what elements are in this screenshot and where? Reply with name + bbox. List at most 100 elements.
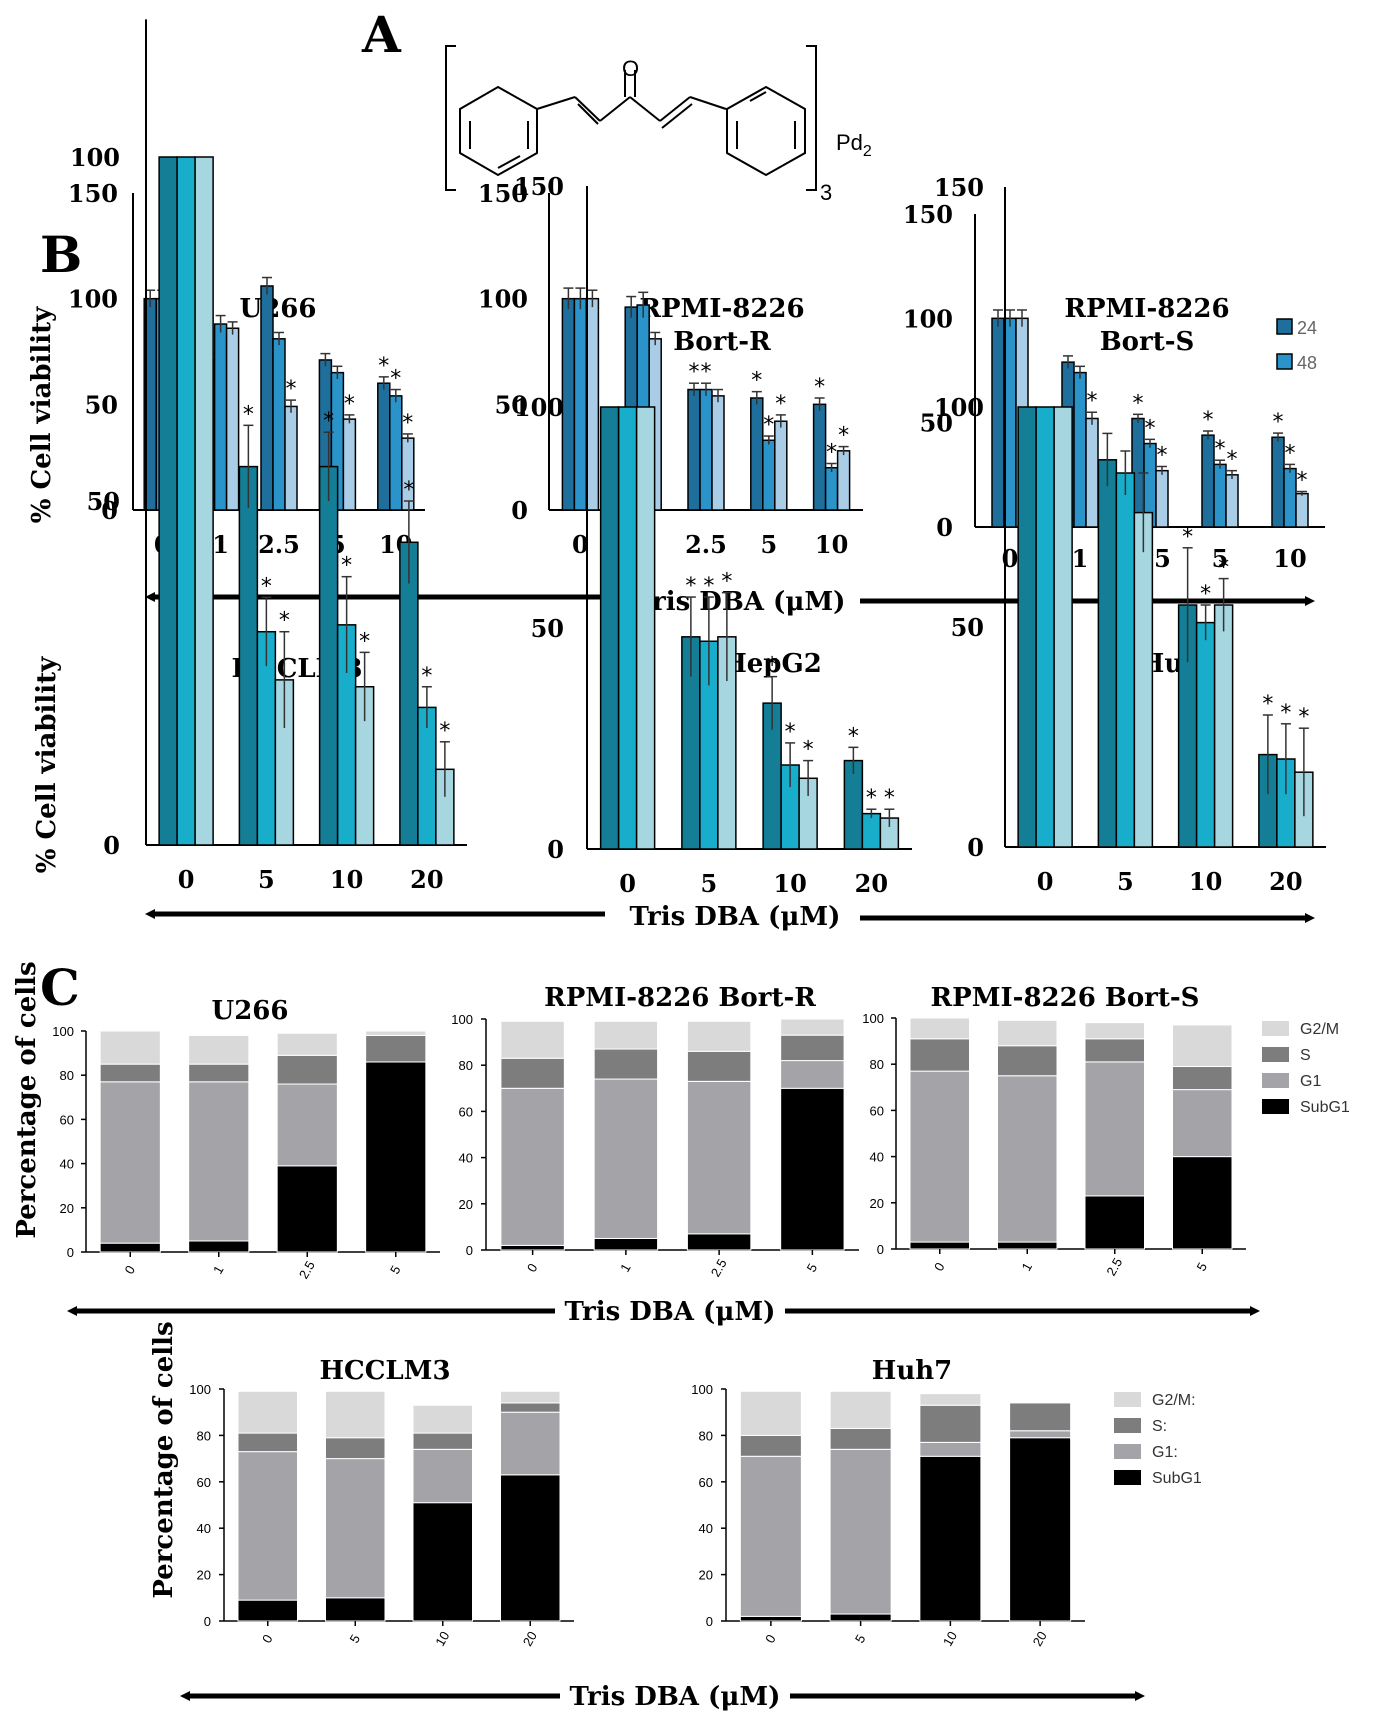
x-tick-label: 10 <box>432 1629 452 1649</box>
y-tick-label: 80 <box>197 1428 211 1443</box>
bar <box>158 156 178 846</box>
stack-segment-s <box>1172 1066 1233 1091</box>
significance-star: * <box>751 369 762 394</box>
y-axis-title-b-bottom: % Cell viability <box>32 656 62 873</box>
x-arrow-row3: Tris DBA (μM) <box>67 1297 1260 1327</box>
bar <box>774 420 788 511</box>
stack-segment-g2m <box>1172 1024 1233 1068</box>
bar <box>225 327 240 511</box>
y-tick-label: 40 <box>459 1151 473 1166</box>
bar <box>260 285 274 511</box>
y-tick-label: 0 <box>877 1242 884 1257</box>
x-tick-label: 2.5 <box>708 1256 730 1279</box>
legend2-label-s: S: <box>1152 1418 1167 1435</box>
significance-star: * <box>685 574 696 599</box>
stack-segment-g2m <box>593 1020 659 1050</box>
x-tick-label: 1 <box>210 1263 227 1277</box>
stack-segment-s <box>919 1404 982 1443</box>
significance-star: * <box>1218 556 1229 581</box>
y-tick-label: 100 <box>451 1012 473 1027</box>
x-tick-label: 10 <box>1273 544 1306 573</box>
legend-swatch-g1 <box>1262 1073 1289 1088</box>
x-tick-label: 2.5 <box>258 530 300 559</box>
stack-segment-g1 <box>325 1458 386 1599</box>
legend-b: 24 48 <box>1276 318 1317 373</box>
x-tick-label: 5 <box>760 530 777 559</box>
stack-segment-g1 <box>412 1448 473 1504</box>
y-tick-label: 40 <box>870 1150 884 1165</box>
x-tick-label: 5 <box>852 1632 869 1646</box>
chart-title: RPMI-8226 Bort-S <box>931 983 1200 1013</box>
legend2-label-g1: G1: <box>1152 1444 1178 1461</box>
legend-swatch-s <box>1262 1047 1289 1062</box>
x-tick-label: 0 <box>524 1261 541 1275</box>
chart-title: RPMI-8226 <box>1064 294 1229 324</box>
significance-star: * <box>1203 408 1214 433</box>
y-axis-title-c-bottom: Percentage of cells <box>149 1321 179 1598</box>
x-tick-label: 10 <box>330 865 363 894</box>
y-tick-label: 100 <box>189 1382 211 1397</box>
stack-segment-g2m <box>412 1404 473 1434</box>
stack-segment-subg1 <box>237 1599 298 1622</box>
significance-star: * <box>689 360 700 385</box>
stack-segment-g1 <box>1084 1061 1145 1197</box>
stack-segment-g2m <box>99 1030 161 1065</box>
y-tick-label: 0 <box>511 496 528 525</box>
y-tick-label: 0 <box>967 833 984 862</box>
stack-segment-g1 <box>739 1455 802 1617</box>
bar <box>1213 463 1227 528</box>
stack-segment-s <box>909 1038 970 1072</box>
chart-c5: 0 20 40 60 80 100 Huh7 0 5 10 20 <box>691 1356 1085 1649</box>
stack-segment-s <box>1084 1038 1145 1063</box>
bar <box>991 317 1005 528</box>
stack-segment-g2m <box>1084 1022 1145 1040</box>
significance-star: * <box>402 411 413 436</box>
stack-segment-subg1 <box>1172 1156 1233 1250</box>
y-tick-label: 50 <box>951 613 984 642</box>
legend-swatch-48 <box>1276 353 1293 370</box>
significance-star: * <box>378 354 389 379</box>
bar <box>599 406 620 850</box>
stack-segment-s <box>739 1434 802 1457</box>
x-tick-label: 5 <box>804 1261 821 1275</box>
legend-label-24: 24 <box>1297 318 1317 338</box>
bar <box>635 406 656 850</box>
legend2-swatch-g2m <box>1114 1392 1141 1407</box>
stack-segment-g1 <box>780 1060 845 1089</box>
stack-segment-g1 <box>909 1070 970 1243</box>
bar <box>238 465 259 846</box>
stack-segment-g1 <box>1172 1089 1233 1158</box>
stack-segment-subg1 <box>686 1233 752 1251</box>
legend2-swatch-s <box>1114 1418 1141 1433</box>
x-tick-label: 0 <box>259 1632 276 1646</box>
stack-segment-s <box>829 1427 892 1450</box>
x-tick-label: 2.5 <box>296 1258 318 1281</box>
legend2-label-subg1: SubG1 <box>1152 1470 1202 1487</box>
stack-segment-subg1 <box>739 1615 802 1622</box>
stack-segment-subg1 <box>325 1597 386 1622</box>
x-tick-label: 5 <box>258 865 275 894</box>
y-tick-label: 20 <box>870 1196 884 1211</box>
legend-label-subg1: SubG1 <box>1300 1099 1350 1116</box>
y-axis-title-c-top: Percentage of cells <box>12 961 42 1238</box>
significance-star: * <box>1273 410 1284 435</box>
significance-star: * <box>703 574 714 599</box>
stack-segment-s <box>686 1050 752 1082</box>
y-tick-label: 100 <box>478 285 528 314</box>
significance-star: * <box>1297 469 1308 494</box>
stack-segment-s <box>997 1045 1058 1077</box>
significance-star: * <box>1262 692 1273 717</box>
x-tick-label: 0 <box>122 1263 139 1277</box>
stack-segment-s <box>780 1034 845 1062</box>
bar <box>1115 472 1136 848</box>
x-tick-label: 10 <box>940 1629 960 1649</box>
bar <box>1283 467 1297 528</box>
stack-segment-subg1 <box>997 1241 1058 1250</box>
y-tick-label: 100 <box>691 1382 713 1397</box>
panel-b-label: B <box>40 225 82 284</box>
y-tick-label: 100 <box>903 304 953 333</box>
stack-segment-s <box>593 1048 659 1080</box>
bar <box>711 395 725 511</box>
stack-segment-subg1 <box>780 1087 845 1251</box>
bar <box>1085 417 1099 528</box>
